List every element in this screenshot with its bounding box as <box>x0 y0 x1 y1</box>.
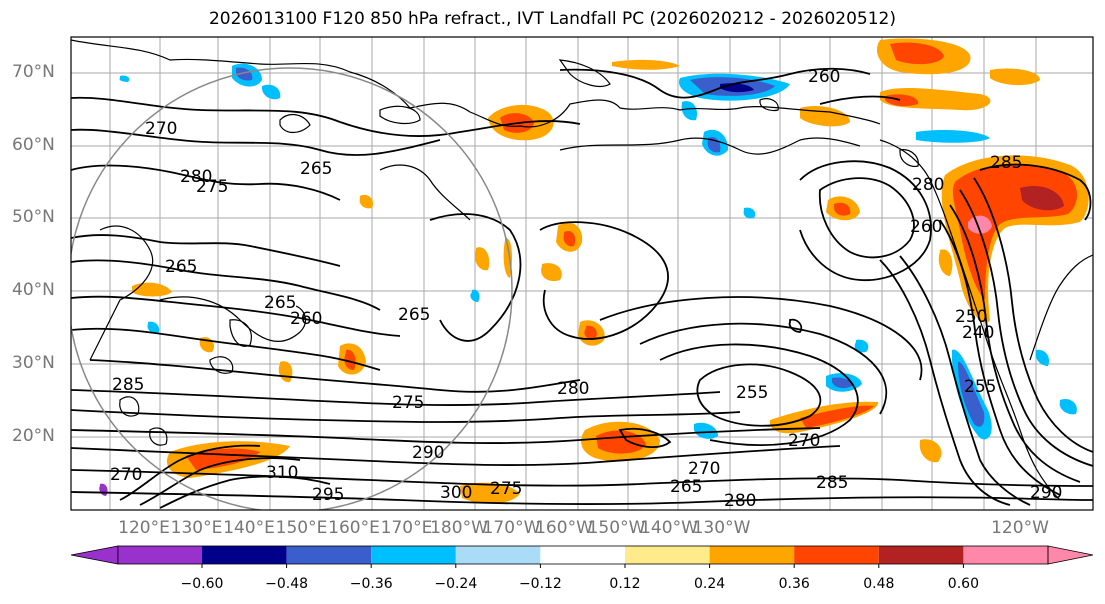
contour-label: 265 <box>670 477 702 497</box>
contour-label: 265 <box>165 257 197 277</box>
latitude-label: 30°N <box>12 353 55 373</box>
shaded-refractivity-anomalies <box>99 38 1089 504</box>
colorbar-high-extend <box>1047 545 1094 565</box>
contour-label: 275 <box>490 479 522 499</box>
positive-anomaly-patches <box>132 38 1089 504</box>
contour-label: 300 <box>440 483 472 503</box>
contour-label: 285 <box>990 153 1022 173</box>
colorbar-swatch <box>963 546 1048 564</box>
longitude-label: 170°W <box>482 518 541 538</box>
colorbar-tick-label: 0.12 <box>609 576 641 592</box>
contour-label: 255 <box>964 377 996 397</box>
contour-label: 265 <box>300 159 332 179</box>
contour-label: 255 <box>736 383 768 403</box>
colorbar-swatch <box>794 546 879 564</box>
colorbar-tick-label: −0.12 <box>518 576 562 592</box>
colorbar-tick-label: −0.48 <box>265 576 309 592</box>
colorbar-tick-label: −0.24 <box>434 576 478 592</box>
longitude-label: 140°E <box>223 518 275 538</box>
contour-label: 250 <box>955 307 987 327</box>
colorbar-tick-label: 0.36 <box>778 576 810 592</box>
contour-label: 270 <box>145 119 177 139</box>
contour-label: 280 <box>912 175 944 195</box>
contour-label: 280 <box>557 379 589 399</box>
contour-label: 285 <box>112 375 144 395</box>
colorbar-swatch <box>202 546 287 564</box>
contour-label: 290 <box>1030 483 1062 503</box>
longitude-label: 180°W <box>430 518 488 538</box>
colorbar-swatch <box>118 546 202 564</box>
contour-label: 295 <box>312 485 344 505</box>
colorbar-swatch <box>286 546 372 564</box>
colorbar-tick-label: 0.24 <box>694 576 726 592</box>
colorbar-swatch <box>371 546 456 564</box>
contour-label: 270 <box>788 431 820 451</box>
negative-anomaly-patches <box>99 63 1077 496</box>
longitude-label: 150°E <box>275 518 328 538</box>
contour-label: 290 <box>412 443 444 463</box>
longitude-label: 170°E <box>380 518 433 538</box>
longitude-label: 120°E <box>118 518 170 538</box>
contour-label: 240 <box>962 323 994 343</box>
colorbar-tick-label: −0.36 <box>349 576 393 592</box>
latitude-label: 20°N <box>12 426 55 446</box>
landfall-region-circle <box>71 67 513 510</box>
contour-label: 270 <box>688 459 720 479</box>
colorbar-swatch <box>455 546 541 564</box>
contour-label: 260 <box>290 309 322 329</box>
contour-label: 280 <box>724 491 756 511</box>
latitude-label: 60°N <box>12 135 55 155</box>
contour-label: 275 <box>392 393 424 413</box>
longitude-label: 150°W <box>587 518 646 538</box>
latitude-label: 40°N <box>12 280 55 300</box>
map-title: 2026013100 F120 850 hPa refract., IVT La… <box>208 9 896 29</box>
colorbar-tick-label: −0.60 <box>180 576 224 592</box>
contour-label: 280 <box>180 167 212 187</box>
latitude-label: 50°N <box>12 207 55 227</box>
latitude-label: 70°N <box>12 62 55 82</box>
longitude-label: 120°W <box>991 518 1049 538</box>
contour-label: 265 <box>264 293 296 313</box>
map-frame <box>70 36 1094 511</box>
contour-label: 265 <box>398 305 430 325</box>
colorbar-swatch <box>625 546 710 564</box>
ivt-percentile-contours <box>71 67 1093 509</box>
contour-label: 260 <box>910 217 942 237</box>
contour-label: 285 <box>816 473 848 493</box>
contour-label: 275 <box>196 177 228 197</box>
longitude-label: 160°W <box>535 518 593 538</box>
longitude-label: 160°E <box>328 518 380 538</box>
colorbar <box>70 545 1094 568</box>
colorbar-frame <box>117 545 1049 565</box>
colorbar-low-extend <box>70 545 119 565</box>
longitude-label: 130°W <box>692 518 751 538</box>
longitude-label: 140°W <box>640 518 698 538</box>
contour-label: 260 <box>808 67 840 87</box>
colorbar-swatch <box>878 546 964 564</box>
longitude-label: 130°E <box>170 518 223 538</box>
colorbar-tick-label: 0.48 <box>863 576 895 592</box>
colorbar-tick-label: 0.60 <box>947 576 979 592</box>
colorbar-swatch <box>709 546 795 564</box>
colorbar-swatch <box>540 546 625 564</box>
contour-label: 270 <box>110 465 142 485</box>
contour-label: 310 <box>266 463 298 483</box>
